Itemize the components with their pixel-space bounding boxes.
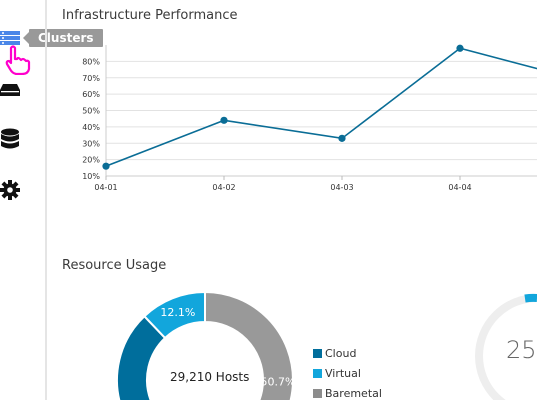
data-point [456, 45, 463, 52]
y-tick-label: 40% [82, 123, 100, 132]
x-tick-label: 04-01 [94, 183, 117, 192]
x-tick-label: 04-04 [448, 183, 471, 192]
legend-label-baremetal: Baremetal [325, 387, 382, 400]
x-tick-label: 04-03 [330, 183, 353, 192]
y-tick-label: 30% [82, 139, 100, 148]
y-tick-label: 60% [82, 90, 100, 99]
resource-title: Resource Usage [62, 258, 166, 273]
virtual-swatch [313, 369, 322, 378]
slice-label-virtual: 12.1% [160, 306, 195, 319]
data-point [102, 163, 109, 170]
gear-icon[interactable] [0, 180, 22, 202]
data-point [220, 117, 227, 124]
slice-label-baremetal: 50.7% [261, 376, 296, 389]
cloud-swatch [313, 349, 322, 358]
performance-title: Infrastructure Performance [62, 8, 237, 23]
baremetal-swatch [313, 389, 322, 398]
legend-label-cloud: Cloud [325, 347, 356, 360]
hosts-count: 29,210 Hosts [170, 370, 249, 384]
series-line [106, 48, 537, 166]
legend-label-virtual: Virtual [325, 367, 361, 380]
legend-item-virtual[interactable]: Virtual [313, 363, 382, 383]
y-tick-label: 70% [82, 74, 100, 83]
pointer-hand-icon [4, 45, 32, 75]
legend-item-cloud[interactable]: Cloud [313, 343, 382, 363]
legend-item-baremetal[interactable]: Baremetal [313, 383, 382, 403]
sidebar: Clusters [0, 0, 47, 400]
y-tick-label: 80% [82, 57, 100, 66]
data-point [338, 135, 345, 142]
performance-line-chart: 10% 20% 30% 40% 50% 60% 70% 80% 04-01 04-02 04-03 0… [70, 30, 537, 205]
server-icon[interactable] [0, 82, 20, 104]
y-tick-label: 20% [82, 156, 100, 165]
database-icon[interactable] [0, 128, 22, 150]
resource-legend: Cloud Virtual Baremetal [313, 343, 382, 403]
gauge-value: 25 [506, 336, 537, 364]
y-tick-label: 10% [82, 172, 100, 181]
sidebar-divider [45, 0, 47, 400]
y-tick-label: 50% [82, 107, 100, 116]
x-tick-label: 04-02 [212, 183, 235, 192]
